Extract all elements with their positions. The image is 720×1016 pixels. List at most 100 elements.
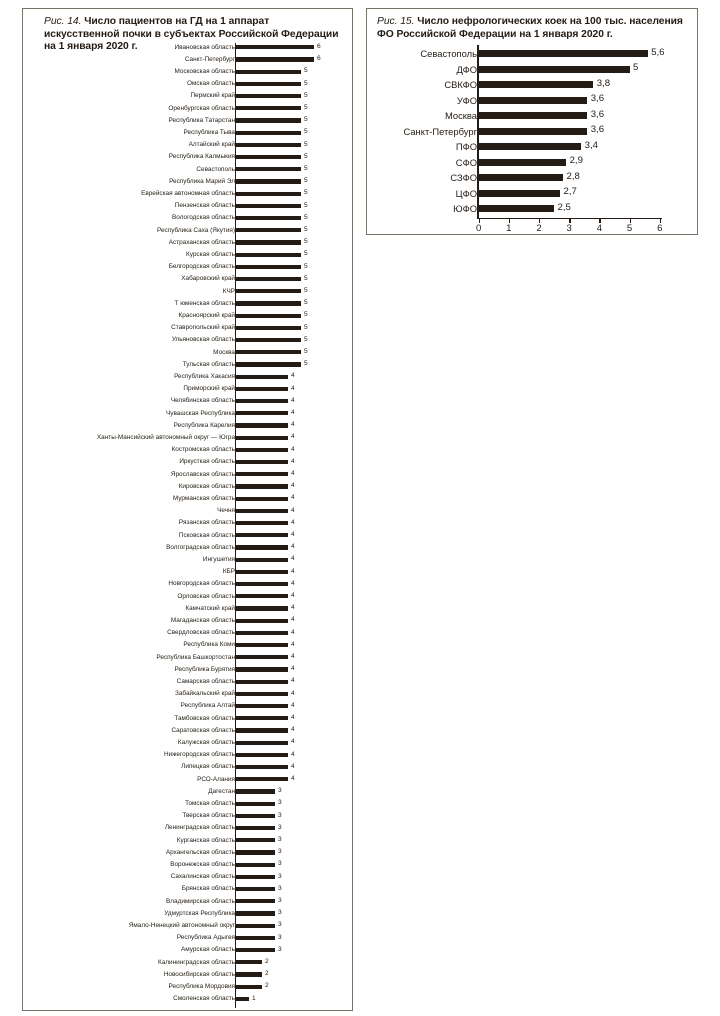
category-label: Липецкая область xyxy=(181,763,235,771)
category-label: Омская область xyxy=(187,80,235,88)
bar xyxy=(478,189,561,197)
bar-value-label: 4 xyxy=(291,384,295,392)
bar xyxy=(236,118,302,123)
bar xyxy=(236,399,289,404)
bar xyxy=(236,338,302,343)
category-label: Республика Алтай xyxy=(180,702,235,710)
bar-value-label: 3 xyxy=(278,909,282,917)
category-label: Амурская область xyxy=(181,946,235,954)
bar-value-label: 5 xyxy=(304,360,308,368)
axis-tick-label: 1 xyxy=(506,222,512,234)
bar-value-label: 4 xyxy=(291,579,295,587)
bar xyxy=(478,96,588,104)
category-label: РСО-Алания xyxy=(197,775,235,783)
category-label: Республика Башкортостан xyxy=(156,653,235,661)
bar xyxy=(236,533,289,538)
category-label: Курская область xyxy=(186,250,235,258)
category-label: Московская область xyxy=(174,67,235,75)
bar-value-label: 4 xyxy=(291,543,295,551)
bar xyxy=(236,423,289,428)
bar xyxy=(236,862,276,867)
bar xyxy=(236,508,289,513)
bar xyxy=(236,264,302,269)
category-label: Челябинская область xyxy=(170,397,235,405)
bar xyxy=(236,142,302,147)
bar-value-label: 4 xyxy=(291,445,295,453)
bar-value-label: 4 xyxy=(291,482,295,490)
category-label: Астраханская область xyxy=(168,238,235,246)
bar-value-label: 4 xyxy=(291,628,295,636)
bar xyxy=(236,850,276,855)
bar-value-label: 4 xyxy=(291,738,295,746)
bar xyxy=(236,350,302,355)
axis-tick xyxy=(659,219,662,224)
bar-value-label: 3 xyxy=(278,823,282,831)
bar-value-label: 5 xyxy=(304,348,308,355)
bar-value-label: 4 xyxy=(291,518,295,526)
bar-value-label: 5 xyxy=(304,323,308,331)
bar-value-label: 4 xyxy=(291,665,295,673)
category-label: Москва xyxy=(213,348,235,356)
bar-value-label: 2 xyxy=(265,970,269,978)
category-label: Псковская область xyxy=(178,531,235,539)
bar xyxy=(236,691,289,696)
bar-value-label: 3 xyxy=(278,836,282,843)
bar-value-label: 2,5 xyxy=(557,201,571,213)
bar-value-label: 4 xyxy=(291,457,295,465)
bar-value-label: 1 xyxy=(252,994,256,1002)
bar xyxy=(236,789,276,794)
bar-value-label: 2,8 xyxy=(566,170,580,182)
category-label: Воронежская область xyxy=(170,860,235,868)
figure-15-number: Рис. 15. xyxy=(377,16,415,27)
bar-value-label: 3 xyxy=(278,884,282,892)
bar xyxy=(236,728,289,733)
bar xyxy=(236,679,289,684)
bar-value-label: 3 xyxy=(278,921,282,929)
bar-value-label: 5 xyxy=(304,116,308,124)
bar-value-label: 3,6 xyxy=(590,108,605,120)
bar xyxy=(236,228,302,233)
bar xyxy=(236,752,289,757)
bar xyxy=(236,984,263,989)
bar-value-label: 4 xyxy=(291,421,295,429)
category-label: Ивановская область xyxy=(174,43,235,51)
bar xyxy=(236,801,276,806)
bar xyxy=(478,174,564,182)
bar-value-label: 5 xyxy=(304,177,308,185)
axis-tick-label: 6 xyxy=(657,222,663,234)
category-label: Хабаровский край xyxy=(181,275,235,283)
bar-value-label: 5 xyxy=(304,201,308,209)
bar-value-label: 3 xyxy=(278,787,282,795)
category-label: Ханты-Мансийский автономный округ — Югра xyxy=(96,433,235,441)
category-label: Удмуртская Республика xyxy=(164,909,235,917)
bar-value-label: 5 xyxy=(304,299,308,307)
bar xyxy=(236,960,263,965)
figure-15-plot-area: 5,6 5 3,8 3,6 3,6 3,6 3,4 2,9 2,8 2,7 2,5 0 1 2 3 4 5 6 xyxy=(476,45,699,235)
category-label: Нижегородская область xyxy=(163,751,235,759)
figure-14-value-axis xyxy=(235,43,237,1008)
category-label: КЧР xyxy=(222,287,235,295)
bar-value-label: 4 xyxy=(291,567,295,575)
category-label: Сахалинская область xyxy=(170,873,235,881)
category-label: Еврейская автономная область xyxy=(141,189,235,197)
category-label: Камчатский край xyxy=(185,604,235,612)
category-label: Красноярский край xyxy=(178,311,235,319)
bar xyxy=(236,69,302,74)
bar-value-label: 4 xyxy=(291,726,295,734)
category-label: Санкт-Петербург xyxy=(184,55,235,63)
category-label: УФО xyxy=(456,94,477,106)
bar xyxy=(236,435,289,440)
category-label: Калининградская область xyxy=(158,958,235,966)
bar xyxy=(478,127,588,135)
figure-15-title: Рис. 15. Число нефрологических коек на 1… xyxy=(377,16,697,41)
bar-value-label: 3 xyxy=(278,933,282,941)
category-label: Ямало-Ненецкий автономный округ xyxy=(128,921,235,929)
axis-tick xyxy=(478,219,480,224)
category-label: Калужская область xyxy=(177,738,235,746)
bar xyxy=(236,325,302,330)
bar xyxy=(236,838,276,843)
bar xyxy=(236,557,289,562)
bar xyxy=(236,45,315,50)
category-label: Мурманская область xyxy=(172,494,235,502)
bar xyxy=(478,112,588,120)
